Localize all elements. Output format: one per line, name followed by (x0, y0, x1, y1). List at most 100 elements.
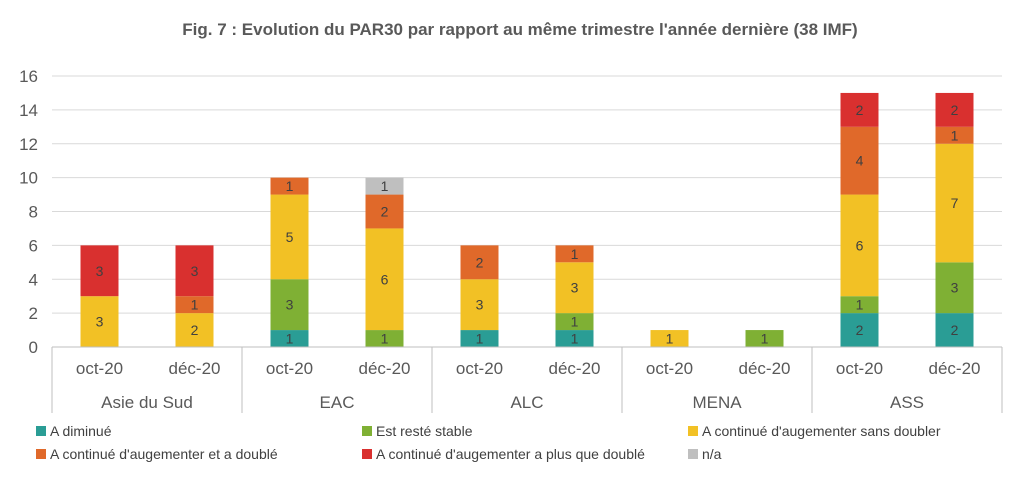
chart-title: Fig. 7 : Evolution du PAR30 par rapport … (182, 20, 858, 39)
data-label: 3 (951, 280, 959, 296)
y-tick-label: 6 (29, 236, 38, 255)
bar-segment (175, 296, 214, 314)
data-label: 2 (191, 322, 199, 338)
bar-segment (840, 126, 879, 195)
group-label: MENA (692, 393, 742, 412)
legend-label: n/a (702, 446, 722, 462)
group-label: ASS (890, 393, 924, 412)
legend-swatch (36, 426, 46, 436)
data-label: 7 (951, 195, 959, 211)
data-label: 1 (381, 178, 389, 194)
group-label: Asie du Sud (101, 393, 193, 412)
data-label: 6 (381, 271, 389, 287)
data-label: 1 (476, 331, 484, 347)
data-label: 1 (286, 178, 294, 194)
y-tick-label: 2 (29, 304, 38, 323)
y-tick-label: 10 (19, 169, 38, 188)
bar-segment (175, 313, 214, 347)
bar-segment (365, 177, 404, 195)
data-label: 4 (856, 153, 864, 169)
data-label: 2 (951, 322, 959, 338)
group-label: ALC (510, 393, 543, 412)
bar-segment (80, 245, 119, 297)
data-label: 3 (96, 263, 104, 279)
data-label: 1 (286, 331, 294, 347)
bar-segment (80, 296, 119, 347)
bar-segment (460, 330, 499, 347)
y-tick-label: 12 (19, 135, 38, 154)
bar-segment (460, 279, 499, 331)
data-label: 2 (381, 204, 389, 220)
x-tick-label: déc-20 (549, 359, 601, 378)
bar-segment (270, 177, 309, 195)
legend-label: Est resté stable (376, 423, 473, 439)
bar-segment (840, 92, 879, 127)
legend-label: A continué d'augementer a plus que doubl… (376, 446, 645, 462)
x-tick-label: déc-20 (929, 359, 981, 378)
legend-swatch (362, 426, 372, 436)
bar-segment (935, 126, 974, 144)
data-label: 2 (476, 254, 484, 270)
data-label: 3 (571, 280, 579, 296)
data-label: 1 (951, 127, 959, 143)
x-tick-label: oct-20 (266, 359, 313, 378)
y-tick-label: 4 (29, 270, 38, 289)
bar-segment (365, 194, 404, 229)
data-label: 3 (96, 314, 104, 330)
data-label: 3 (476, 297, 484, 313)
data-label: 1 (666, 331, 674, 347)
data-label: 3 (191, 263, 199, 279)
y-tick-label: 14 (19, 101, 38, 120)
x-tick-label: oct-20 (646, 359, 693, 378)
legend-swatch (36, 449, 46, 459)
legend-swatch (688, 426, 698, 436)
bar-segment (460, 245, 499, 280)
data-label: 1 (381, 331, 389, 347)
data-label: 1 (571, 314, 579, 330)
bar-segment (270, 279, 309, 331)
y-tick-label: 8 (29, 203, 38, 222)
bar-segment (555, 313, 594, 331)
bar-segment (935, 313, 974, 347)
bar-segment (555, 262, 594, 314)
y-tick-label: 0 (29, 338, 38, 357)
bar-segment (935, 262, 974, 314)
bar-segment (175, 245, 214, 297)
data-label: 2 (856, 322, 864, 338)
x-tick-label: oct-20 (76, 359, 123, 378)
legend-label: A continué d'augementer sans doubler (702, 423, 941, 439)
bar-segment (840, 296, 879, 314)
data-label: 1 (571, 331, 579, 347)
data-label: 6 (856, 237, 864, 253)
bar-segment (270, 194, 309, 280)
data-label: 3 (286, 297, 294, 313)
x-tick-label: oct-20 (456, 359, 503, 378)
x-tick-label: déc-20 (169, 359, 221, 378)
legend-label: A continué d'augementer et a doublé (50, 446, 278, 462)
data-label: 1 (571, 246, 579, 262)
bar-segment (270, 330, 309, 347)
bar-segment (745, 330, 784, 347)
bar-segment (840, 313, 879, 347)
bar-segment (365, 330, 404, 347)
data-label: 2 (856, 102, 864, 118)
bar-segment (555, 330, 594, 347)
x-tick-label: déc-20 (739, 359, 791, 378)
legend-label: A diminué (50, 423, 112, 439)
legend-swatch (688, 449, 698, 459)
data-label: 2 (951, 102, 959, 118)
group-label: EAC (320, 393, 355, 412)
bar-segment (935, 143, 974, 263)
bar-segment (650, 330, 689, 347)
data-label: 5 (286, 229, 294, 245)
x-tick-label: déc-20 (359, 359, 411, 378)
y-tick-label: 16 (19, 67, 38, 86)
data-label: 1 (191, 297, 199, 313)
bar-segment (365, 228, 404, 331)
data-label: 1 (761, 331, 769, 347)
legend-swatch (362, 449, 372, 459)
x-tick-label: oct-20 (836, 359, 883, 378)
bar-segment (935, 92, 974, 127)
